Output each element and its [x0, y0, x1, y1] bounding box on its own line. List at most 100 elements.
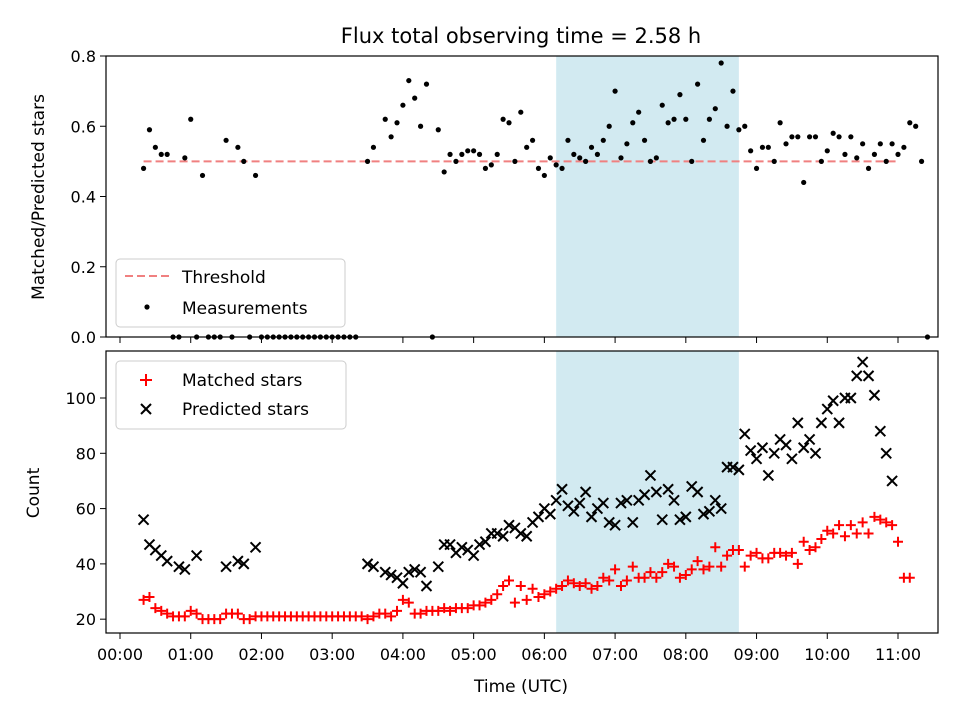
matched-star-marker	[144, 592, 155, 603]
matched-star-marker	[462, 603, 473, 614]
predicted-star-marker	[750, 453, 763, 465]
matched-star-marker	[445, 605, 456, 616]
predicted-star-marker	[762, 469, 775, 482]
matched-star-marker	[551, 583, 562, 594]
measurement-point	[423, 81, 430, 87]
predicted-star-marker	[568, 505, 580, 518]
bottom-x-tick-label: 09:00	[733, 645, 779, 664]
measurement-point	[394, 120, 400, 126]
measurement-point	[158, 151, 164, 157]
predicted-star-marker	[815, 417, 828, 429]
predicted-star-marker	[638, 489, 651, 501]
measurement-point	[818, 158, 824, 164]
matched-star-marker	[185, 605, 196, 616]
matched-star-marker	[604, 575, 615, 586]
matched-star-marker	[539, 589, 550, 600]
top-y-tick-label: 0.0	[71, 328, 96, 347]
matched-star-marker	[857, 517, 868, 528]
top-y-tick-label: 0.6	[71, 117, 96, 136]
predicted-star-marker	[833, 417, 845, 429]
measurement-point	[636, 109, 642, 115]
matched-star-marker	[698, 564, 709, 575]
matched-star-marker	[822, 525, 833, 536]
matched-star-marker	[674, 572, 685, 583]
measurement-point	[801, 179, 807, 186]
measurement-point	[577, 155, 583, 161]
measurement-point	[665, 120, 671, 126]
matched-star-marker	[775, 547, 786, 558]
predicted-star-marker	[137, 513, 150, 526]
measurement-point	[518, 109, 524, 115]
predicted-star-marker	[668, 494, 680, 507]
matched-star-marker	[716, 561, 727, 572]
x-axis-label: Time (UTC)	[473, 677, 568, 697]
matched-star-marker	[881, 517, 892, 528]
predicted-star-marker	[662, 483, 674, 495]
predicted-star-marker	[515, 527, 527, 540]
matched-star-marker	[751, 547, 762, 558]
matched-star-marker	[557, 581, 568, 591]
matched-star-marker	[486, 594, 497, 605]
matched-star-marker	[810, 542, 821, 553]
measurement-point	[618, 155, 624, 161]
matched-star-marker	[845, 520, 856, 531]
matched-star-marker	[150, 603, 161, 614]
predicted-star-marker	[703, 505, 716, 518]
predicted-star-marker	[691, 486, 704, 498]
matched-star-marker	[392, 605, 403, 616]
matched-star-marker	[887, 520, 898, 531]
predicted-star-marker	[609, 519, 621, 531]
measurement-point	[777, 120, 783, 126]
matched-star-marker	[692, 556, 703, 567]
predicted-star-marker	[456, 541, 468, 554]
measurement-point	[877, 141, 883, 147]
measurement-point	[842, 151, 848, 157]
matched-star-marker	[474, 600, 485, 611]
matched-star-marker	[904, 572, 915, 583]
measurement-point	[435, 127, 441, 133]
matched-stars-points	[138, 511, 915, 625]
bottom-legend-box	[115, 360, 347, 430]
predicted-star-marker	[874, 425, 887, 437]
bottom-y-tick-label: 60	[76, 500, 96, 519]
predicted-star-marker	[379, 566, 391, 578]
predicted-star-marker	[809, 447, 822, 460]
matched-star-marker	[704, 561, 715, 572]
matched-star-marker	[515, 581, 526, 591]
matched-star-marker	[356, 611, 367, 622]
predicted-star-marker	[556, 483, 568, 495]
predicted-star-marker	[397, 577, 409, 589]
matched-star-marker	[663, 558, 674, 569]
matched-star-marker	[527, 583, 538, 594]
measurement-point	[718, 60, 724, 66]
top-y-tick-label: 0.8	[71, 47, 96, 66]
predicted-star-marker	[744, 444, 757, 457]
measurement-point	[583, 158, 589, 164]
predicted-star-marker	[856, 356, 869, 368]
predicted-star-marker	[414, 566, 427, 578]
legend-matched-label: Matched stars	[182, 371, 302, 391]
measurement-point	[547, 155, 553, 161]
predicted-star-marker	[715, 502, 727, 515]
predicted-star-marker	[220, 560, 232, 573]
predicted-star-marker	[473, 538, 486, 551]
measurement-point	[146, 127, 153, 133]
bottom-x-tick-label: 08:00	[663, 645, 709, 664]
measurement-point	[252, 172, 259, 179]
legend-matched-swatch	[140, 374, 152, 386]
matched-star-marker	[386, 611, 397, 622]
predicted-star-marker	[173, 560, 185, 573]
top-y-axis-label: Matched/Predicted stars	[29, 94, 49, 300]
measurement-point	[140, 165, 147, 171]
measurement-point	[512, 158, 518, 164]
bottom-x-tick-label: 07:00	[592, 645, 638, 664]
matched-star-marker	[574, 581, 585, 591]
matched-star-marker	[521, 594, 532, 605]
chart-title: Flux total observing time = 2.58 h	[341, 24, 701, 48]
measurement-point	[736, 127, 742, 133]
measurement-point	[812, 134, 819, 140]
top-legend-box	[115, 258, 346, 328]
legend-measurements-swatch	[144, 304, 150, 310]
